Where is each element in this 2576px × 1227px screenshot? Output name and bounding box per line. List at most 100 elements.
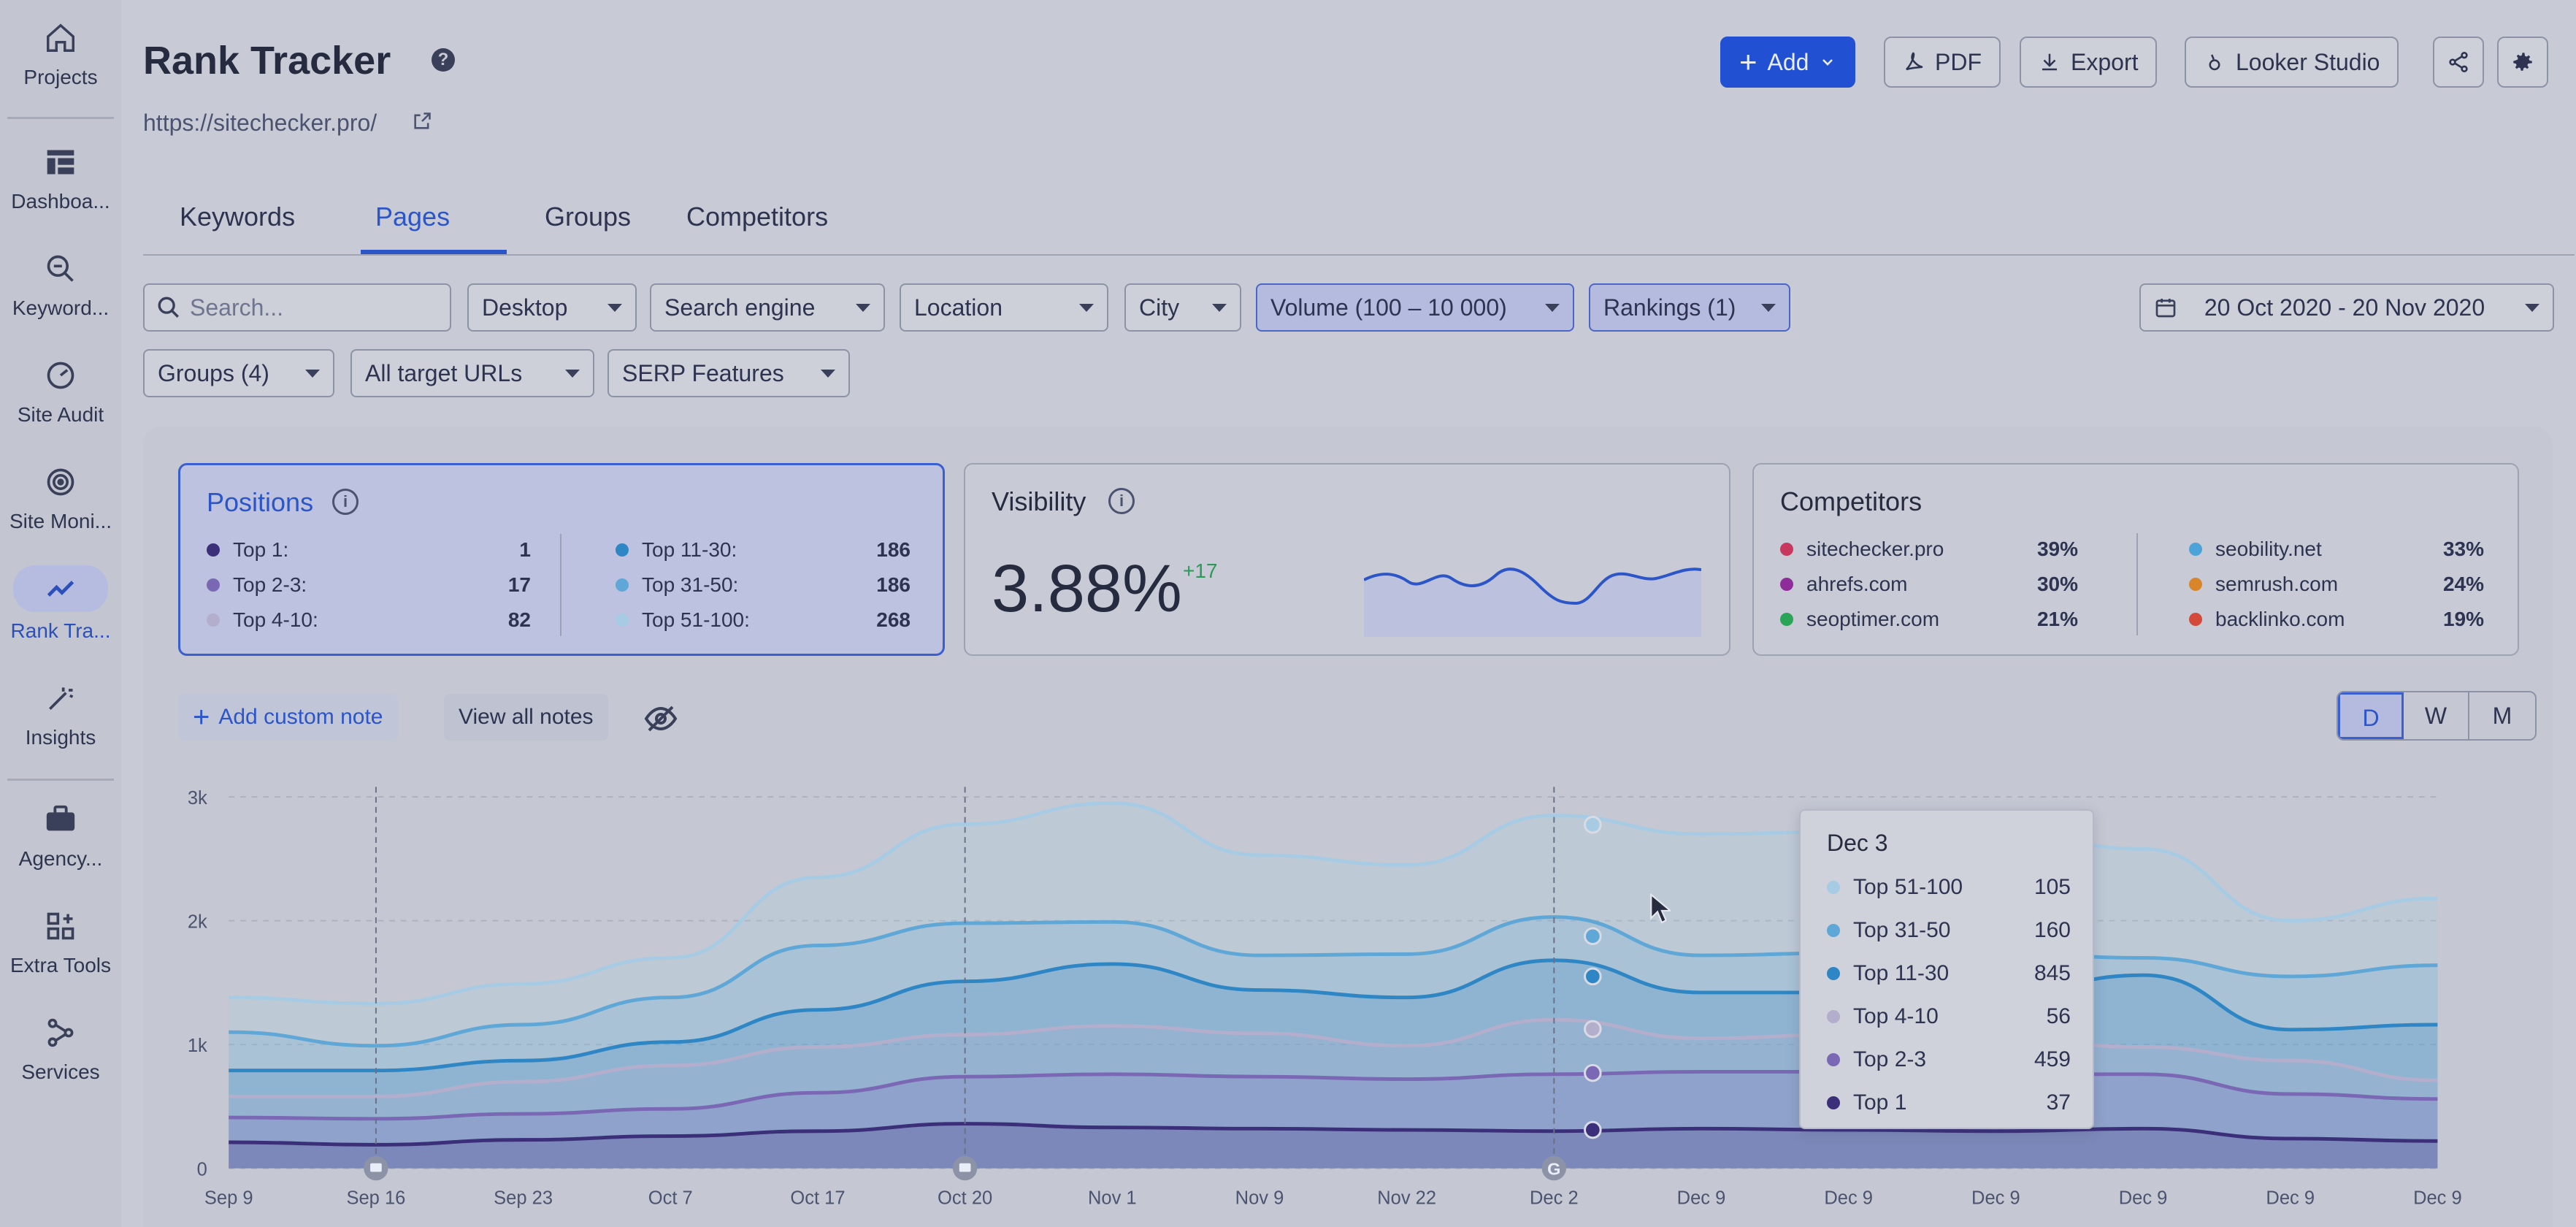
tab-pages[interactable]: Pages — [375, 202, 451, 232]
info-icon[interactable]: i — [1108, 488, 1135, 514]
looker-button-label: Looker Studio — [2236, 48, 2380, 75]
row-label: Top 4-10: — [233, 608, 318, 631]
granularity-month[interactable]: M — [2492, 703, 2512, 729]
briefcase-icon — [40, 799, 81, 840]
competitor-row: sitechecker.pro — [1780, 538, 1944, 561]
sidebar-item-agency[interactable]: Agency... — [0, 799, 121, 871]
sidebar-item-dashboard[interactable]: Dashboa... — [0, 142, 121, 213]
keyword-search-icon — [40, 248, 81, 289]
sidebar-item-site-audit[interactable]: Site Audit — [0, 355, 121, 427]
sidebar-item-label: Insights — [25, 726, 96, 749]
hover-point — [1584, 1120, 1602, 1139]
sidebar-item-label: Dashboa... — [11, 190, 110, 213]
tab-keywords[interactable]: Keywords — [180, 202, 296, 232]
trend-icon — [13, 565, 108, 612]
positions-card[interactable]: Positions i Top 1: 1 Top 2-3: 17 Top 4-1… — [178, 463, 945, 656]
export-button[interactable]: Export — [2020, 37, 2158, 88]
date-range-picker[interactable]: 20 Oct 2020 - 20 Nov 2020 — [2139, 283, 2554, 332]
google-update-icon: G — [1547, 1159, 1560, 1178]
legend-dot — [2189, 543, 2202, 556]
looker-studio-button[interactable]: Looker Studio — [2185, 37, 2399, 88]
tab-groups[interactable]: Groups — [545, 202, 632, 232]
row-value: 186 — [876, 538, 911, 561]
x-tick-label: Dec 9 — [1824, 1188, 1873, 1209]
tooltip-series-value: 459 — [2033, 1047, 2071, 1071]
export-button-label: Export — [2071, 48, 2139, 75]
y-tick-label: 2k — [188, 911, 207, 932]
location-filter[interactable]: Location — [900, 283, 1108, 332]
granularity-day[interactable]: D — [2338, 692, 2404, 739]
sidebar-item-projects[interactable]: Projects — [0, 18, 121, 89]
hide-notes-icon[interactable] — [643, 704, 679, 733]
help-icon[interactable]: ? — [432, 48, 455, 72]
external-link-icon[interactable] — [412, 111, 432, 131]
tooltip-series-name: Top 31-50 — [1853, 918, 1951, 942]
tooltip-series-value: 37 — [2046, 1090, 2071, 1115]
add-custom-note-button[interactable]: + Add custom note — [178, 694, 398, 741]
view-notes-label: View all notes — [459, 705, 594, 729]
add-button[interactable]: + Add — [1720, 37, 1856, 88]
caret-down-icon — [2525, 303, 2539, 312]
add-button-label: Add — [1767, 48, 1809, 75]
x-tick-label: Dec 9 — [1677, 1188, 1726, 1209]
sidebar-divider — [7, 117, 114, 119]
sidebar-divider — [7, 779, 114, 781]
info-icon[interactable]: i — [332, 489, 359, 515]
legend-dot — [616, 578, 629, 592]
serp-features-filter[interactable]: SERP Features — [607, 349, 850, 397]
chevron-down-icon — [1822, 59, 1833, 66]
tab-competitors[interactable]: Competitors — [686, 202, 829, 232]
view-all-notes-button[interactable]: View all notes — [444, 694, 608, 741]
competitors-card[interactable]: Competitors sitechecker.pro 39% ahrefs.c… — [1752, 463, 2519, 656]
project-url[interactable]: https://sitechecker.pro/ — [143, 110, 377, 136]
competitor-name: semrush.com — [2215, 573, 2339, 595]
city-filter[interactable]: City — [1124, 283, 1241, 332]
pdf-button[interactable]: PDF — [1884, 37, 2001, 88]
row-value: 186 — [876, 573, 911, 596]
monitor-icon — [40, 462, 81, 502]
mouse-cursor-icon — [1650, 892, 1671, 924]
visibility-card[interactable]: Visibility i 3.88% +17 — [964, 463, 1730, 656]
sidebar-item-services[interactable]: Services — [0, 1012, 121, 1084]
home-icon — [40, 18, 81, 58]
competitor-pct: 24% — [2442, 573, 2484, 595]
sidebar-item-insights[interactable]: Insights — [0, 678, 121, 749]
legend-dot — [1827, 924, 1840, 937]
device-filter[interactable]: Desktop — [467, 283, 637, 332]
groups-filter[interactable]: Groups (4) — [143, 349, 334, 397]
plus-grid-icon — [40, 906, 81, 947]
divider — [2136, 533, 2138, 635]
card-title: Competitors — [1780, 486, 1923, 516]
y-tick-label: 1k — [188, 1036, 207, 1056]
search-input[interactable] — [190, 294, 409, 321]
card-title: Positions — [207, 487, 314, 517]
competitor-pct: 21% — [2036, 608, 2078, 630]
search-box[interactable] — [143, 283, 451, 332]
search-engine-filter[interactable]: Search engine — [650, 283, 885, 332]
sidebar-item-rank-tracker[interactable]: Rank Tra... — [0, 565, 121, 643]
granularity-week[interactable]: W — [2404, 692, 2469, 739]
rankings-filter[interactable]: Rankings (1) — [1589, 283, 1790, 332]
tooltip-series-name: Top 1 — [1853, 1090, 1907, 1115]
rank-chart: 0 1k 2k 3k Sep 9 Sep 16 Sep 23 Oct 7 Oct 17 Oct 2… — [188, 787, 2462, 1209]
target-urls-filter[interactable]: All target URLs — [350, 349, 594, 397]
add-note-label: Add custom note — [218, 705, 383, 729]
sidebar-item-extra-tools[interactable]: Extra Tools — [0, 906, 121, 977]
legend-dot — [207, 543, 220, 557]
sidebar-item-keywords[interactable]: Keyword... — [0, 248, 121, 320]
caret-down-icon — [856, 303, 870, 312]
nodes-icon — [40, 1012, 81, 1053]
sidebar-item-site-monitoring[interactable]: Site Moni... — [0, 462, 121, 533]
share-button[interactable] — [2433, 37, 2484, 88]
x-tick-label: Sep 9 — [204, 1188, 253, 1209]
settings-button[interactable] — [2497, 37, 2548, 88]
x-tick-label: Dec 9 — [2413, 1188, 2462, 1209]
visibility-value: 3.88% — [992, 551, 1182, 626]
tooltip-row: Top 4-10 56 — [1827, 1004, 2071, 1029]
row-value: 82 — [507, 608, 531, 631]
caret-down-icon — [1545, 303, 1560, 312]
comment-icon — [959, 1163, 971, 1172]
volume-filter[interactable]: Volume (100 – 10 000) — [1256, 283, 1574, 332]
positions-row: Top 31-50: — [616, 573, 738, 597]
hover-point — [1584, 967, 1602, 986]
